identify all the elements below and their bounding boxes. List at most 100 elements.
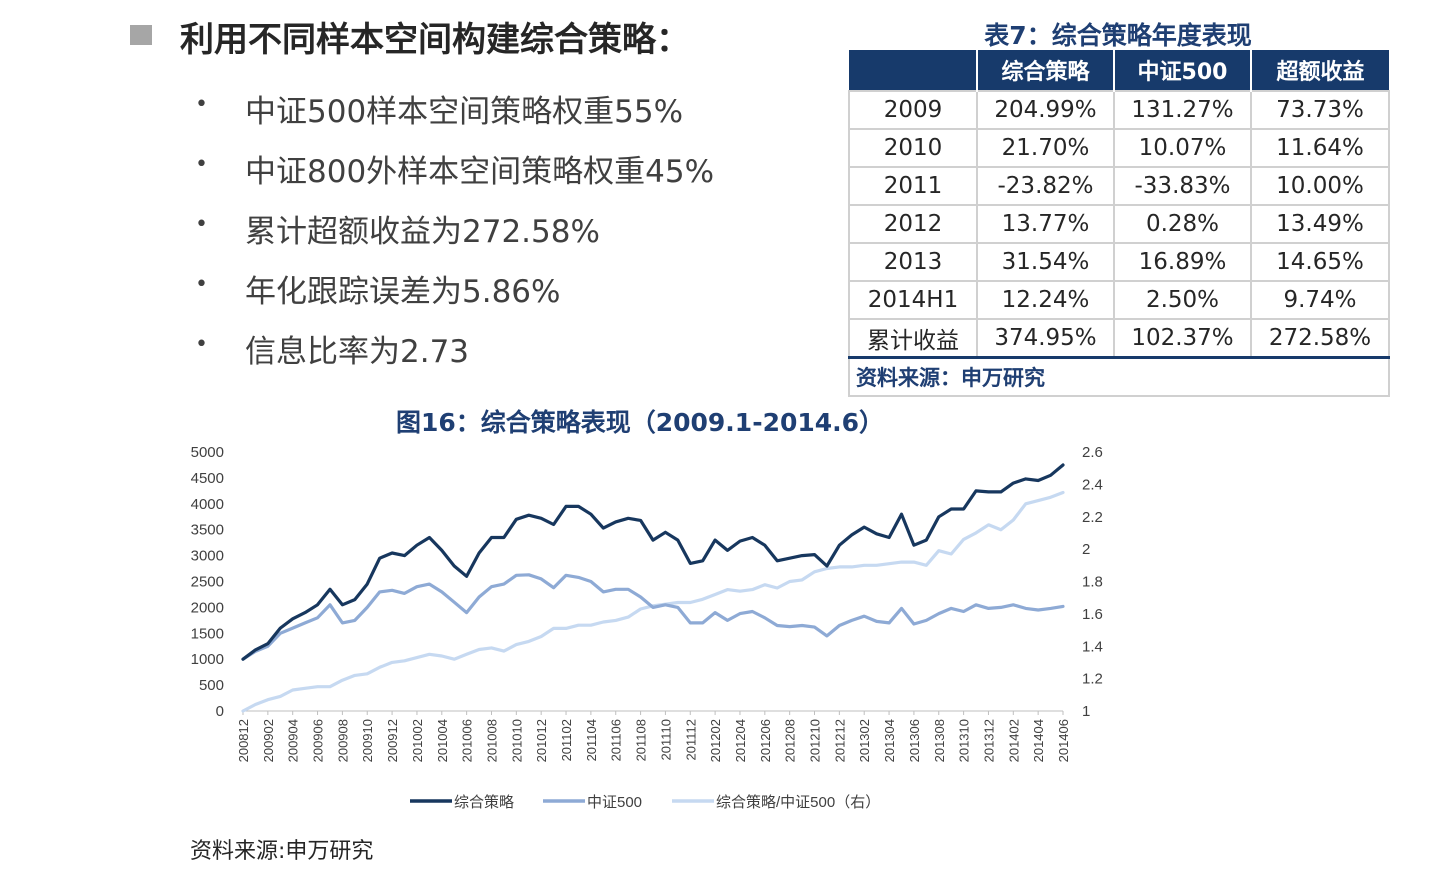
- table-row: 2011 -23.82% -33.83% 10.00%: [848, 166, 1390, 206]
- table-cell: 累计收益: [848, 318, 978, 359]
- x-tick-label: 201206: [758, 719, 773, 762]
- performance-table: 综合策略 中证500 超额收益 2009 204.99% 131.27% 73.73%…: [848, 50, 1390, 397]
- x-tick-label: 201108: [634, 719, 649, 761]
- x-tick-label: 201112: [683, 719, 698, 760]
- x-tick-label: 201404: [1031, 719, 1046, 762]
- table-header-cell: 综合策略: [976, 50, 1114, 91]
- x-tick-label: 201002: [410, 719, 425, 762]
- series-line: [241, 573, 1065, 661]
- table-row: 2010 21.70% 10.07% 11.64%: [848, 128, 1390, 168]
- table-cell: -23.82%: [976, 166, 1115, 206]
- bullet-text: 中证800外样本空间策略权重45%: [245, 154, 715, 190]
- x-tick-label: 201406: [1056, 719, 1071, 762]
- table-row: 累计收益 374.95% 102.37% 272.58%: [848, 318, 1390, 359]
- y-left-tick-label: 1500: [191, 625, 224, 642]
- x-tick-label: 201208: [783, 719, 798, 762]
- table-cell: 2014H1: [848, 280, 978, 320]
- x-tick-label: 201012: [534, 719, 549, 762]
- y-right-tick-label: 2.2: [1082, 509, 1103, 526]
- y-left-tick-label: 500: [199, 677, 224, 694]
- table-header-cell: [849, 50, 977, 91]
- table-cell: 131.27%: [1113, 90, 1252, 130]
- table-row: 2009 204.99% 131.27% 73.73%: [848, 90, 1390, 130]
- table-cell: 13.49%: [1250, 204, 1390, 244]
- bullet-text: 信息比率为2.73: [245, 334, 470, 370]
- table-cell: 2012: [848, 204, 978, 244]
- series-line: [241, 463, 1065, 661]
- table-cell: 12.24%: [976, 280, 1115, 320]
- chart-source-note: 资料来源:申万研究: [190, 839, 374, 864]
- table-cell: -33.83%: [1113, 166, 1252, 206]
- table-cell: 14.65%: [1250, 242, 1390, 282]
- x-tick-label: 201210: [808, 719, 823, 762]
- x-tick-label: 201402: [1006, 719, 1021, 762]
- x-tick-label: 201204: [733, 719, 748, 762]
- bullet-dot: •: [195, 272, 208, 297]
- legend-label: 综合策略: [454, 794, 514, 811]
- table-cell: 204.99%: [976, 90, 1115, 130]
- x-tick-label: 201008: [484, 719, 499, 762]
- table-cell: 102.37%: [1113, 318, 1252, 359]
- x-tick-label: 200908: [335, 719, 350, 762]
- y-right-tick-label: 1.8: [1082, 574, 1103, 591]
- y-right-tick-label: 1: [1082, 703, 1090, 720]
- y-left-tick-label: 2000: [191, 599, 224, 616]
- x-tick-label: 201310: [957, 719, 972, 762]
- x-tick-label: 200902: [261, 719, 276, 762]
- series-line: [241, 490, 1065, 713]
- table-header-cell: 中证500: [1113, 50, 1251, 91]
- y-right-tick-label: 1.6: [1082, 606, 1103, 623]
- x-tick-label: 201202: [708, 719, 723, 762]
- y-right-tick-label: 2.6: [1082, 444, 1103, 461]
- x-tick-label: 201110: [658, 719, 673, 760]
- table-cell: 31.54%: [976, 242, 1115, 282]
- x-tick-label: 201010: [509, 719, 524, 762]
- x-tick-label: 201312: [981, 719, 996, 762]
- y-left-tick-label: 2500: [191, 574, 224, 591]
- table-cell: 21.70%: [976, 128, 1115, 168]
- table-source-row: 资料来源：申万研究: [848, 357, 1390, 397]
- y-right-tick-label: 2: [1082, 541, 1090, 558]
- x-tick-label: 201306: [907, 719, 922, 762]
- table-row: 2012 13.77% 0.28% 13.49%: [848, 204, 1390, 244]
- x-tick-label: 200906: [311, 719, 326, 762]
- bullet-dot: •: [195, 212, 208, 237]
- table-cell: 73.73%: [1250, 90, 1390, 130]
- y-left-tick-label: 0: [216, 703, 224, 720]
- table-cell: 0.28%: [1113, 204, 1252, 244]
- bullet-dot: •: [195, 152, 208, 177]
- table-cell: 2.50%: [1113, 280, 1252, 320]
- bullet-text: 年化跟踪误差为5.86%: [245, 274, 561, 310]
- legend-label: 中证500: [587, 794, 642, 811]
- table-cell: 374.95%: [976, 318, 1115, 359]
- table-header-row: 综合策略 中证500 超额收益: [849, 50, 1389, 91]
- x-tick-label: 201004: [435, 719, 450, 762]
- table-cell: 16.89%: [1113, 242, 1252, 282]
- x-tick-label: 201106: [609, 719, 624, 761]
- x-tick-label: 200904: [286, 719, 301, 762]
- y-right-tick-label: 1.4: [1082, 638, 1103, 655]
- y-right-tick-label: 2.4: [1082, 476, 1103, 493]
- table-cell: 272.58%: [1250, 318, 1390, 359]
- x-tick-label: 201304: [882, 719, 897, 762]
- x-tick-label: 200812: [236, 719, 251, 762]
- x-tick-label: 200912: [385, 719, 400, 762]
- x-tick-label: 201308: [932, 719, 947, 762]
- table-header-cell: 超额收益: [1250, 50, 1389, 91]
- table-cell: 2009: [848, 90, 978, 130]
- x-tick-label: 201302: [857, 719, 872, 762]
- bullet-text: 中证500样本空间策略权重55%: [245, 94, 684, 130]
- table-cell: 13.77%: [976, 204, 1115, 244]
- table-cell: 2010: [848, 128, 978, 168]
- table-cell: 11.64%: [1250, 128, 1390, 168]
- bullet-dot: •: [195, 92, 208, 117]
- page-heading: 利用不同样本空间构建综合策略：: [180, 20, 690, 60]
- heading-bullet: [130, 25, 152, 45]
- table-row: 2013 31.54% 16.89% 14.65%: [848, 242, 1390, 282]
- y-left-tick-label: 4000: [191, 496, 224, 513]
- chart-title: 图16：综合策略表现（2009.1-2014.6）: [395, 408, 885, 437]
- x-tick-label: 200910: [360, 719, 375, 762]
- bullet-text: 累计超额收益为272.58%: [245, 214, 600, 250]
- x-tick-label: 201212: [832, 719, 847, 762]
- table-cell: 2011: [848, 166, 978, 206]
